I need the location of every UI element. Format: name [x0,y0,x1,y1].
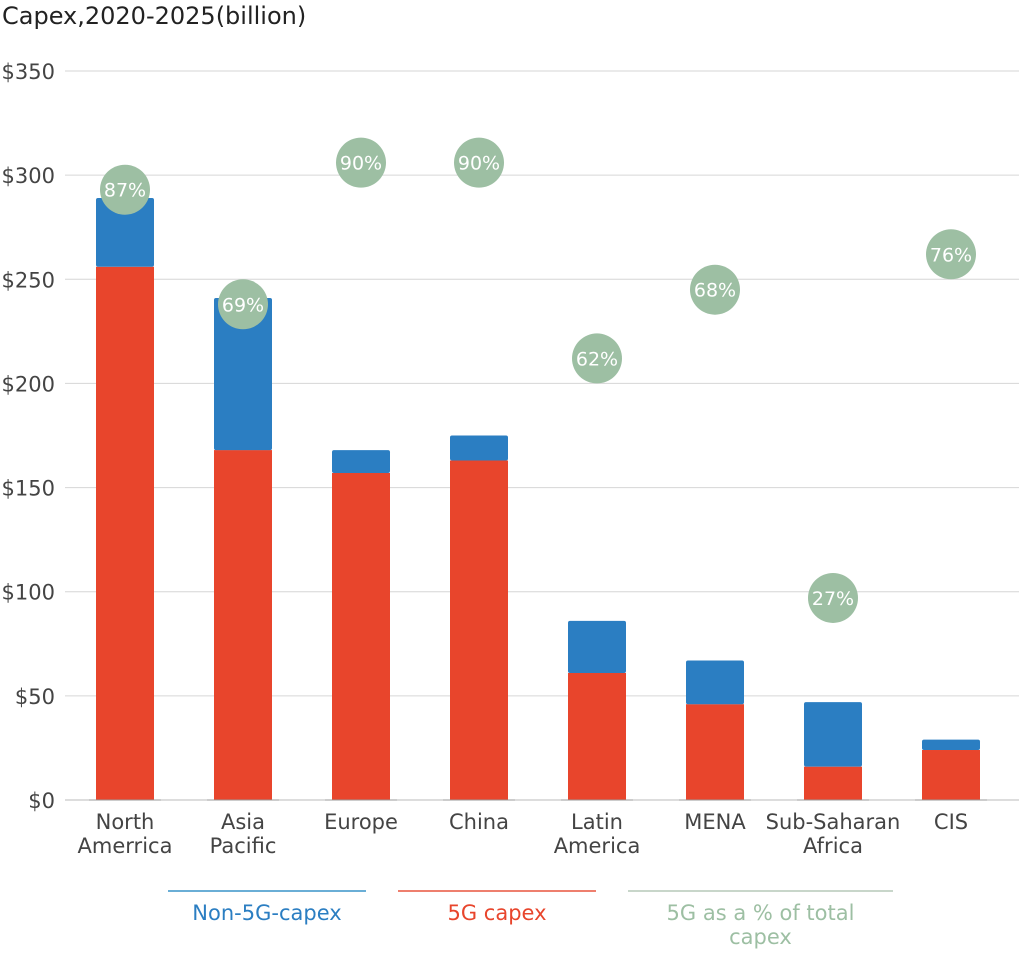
x-category-label: Europe [324,810,398,834]
x-category-label: Asia Pacific [210,810,277,858]
legend-non5g: Non-5G-capex [168,890,366,950]
bar-5g-capex [214,450,272,800]
bar-non5g-capex [332,450,390,473]
percent-label: 27% [812,588,854,610]
x-category-label: North Amerrica [78,810,173,858]
legend-5g-share-label-line2: capex [729,925,792,949]
x-category-label-line: Pacific [210,834,277,858]
percent-bubble [100,164,150,215]
x-category-label-line: America [554,834,641,858]
percent-label: 87% [104,180,146,202]
bar-chart: $0 $50 $100 $150 $200 $250 $300 $350 87% 69% 90% 9… [2,60,1019,858]
percent-label: 69% [222,294,264,316]
percent-bubble [572,333,622,384]
percent-bubble [926,229,976,280]
bar-5g-capex [568,672,626,800]
x-category-label-line: MENA [684,810,746,834]
x-category-label-line: Amerrica [78,834,173,858]
x-category-label-line: Europe [324,810,398,834]
bar-5g-capex [686,704,744,800]
x-category-label: MENA [684,810,746,834]
legend-5g-line [398,890,596,892]
x-axis-tick-labels: North Amerrica Asia Pacific Europe China Latin… [78,810,969,858]
bar-5g-capex [332,472,390,800]
y-tick-label: $50 [15,685,55,709]
bar-non5g-capex [686,660,744,705]
percent-label: 90% [340,153,382,175]
legend-5g-share: 5G as a % of total capex [628,890,893,950]
legend-5g-share-label-line1: 5G as a % of total [666,901,855,925]
bar-5g-capex [922,750,980,800]
bar-5g-capex [450,460,508,800]
x-category-label: Sub-Saharan Africa [766,810,901,858]
y-axis-tick-labels: $0 $50 $100 $150 $200 $250 $300 $350 [2,60,55,813]
legend-non5g-line [168,890,366,892]
percent-bubble [454,137,504,188]
x-category-label: Latin America [554,810,641,858]
y-tick-label: $300 [2,164,55,188]
x-category-label-line: China [449,810,509,834]
legend-non5g-label: Non-5G-capex [192,901,342,925]
gridlines [65,70,1019,801]
percent-bubble [808,572,858,623]
bars [89,198,987,801]
bar-non5g-capex [450,435,508,461]
bar-non5g-capex [922,739,980,751]
bar-non5g-capex [568,620,626,673]
x-category-label-line: Africa [803,834,863,858]
percent-bubble [690,264,740,315]
percent-label: 90% [458,153,500,175]
x-category-label: CIS [934,810,968,834]
percent-bubble [218,279,268,330]
y-tick-label: $0 [28,789,55,813]
bar-non5g-capex [214,298,272,451]
chart-title: Capex,2020-2025(billion) [2,2,307,30]
bar-non5g-capex [804,702,862,767]
y-tick-label: $350 [2,60,55,84]
percent-label: 76% [930,244,972,266]
y-tick-label: $150 [2,477,55,501]
legend-5g-label: 5G capex [447,901,547,925]
percent-label: 68% [694,280,736,302]
y-tick-label: $100 [2,581,55,605]
x-category-label-line: CIS [934,810,968,834]
percent-label: 62% [576,348,618,370]
bar-non5g-capex [96,198,154,267]
x-category-label-line: Asia [221,810,265,834]
x-category-label-line: Latin [571,810,623,834]
y-tick-label: $250 [2,268,55,292]
bar-5g-capex [804,766,862,800]
x-category-label-line: Sub-Saharan [766,810,901,834]
x-category-label: China [449,810,509,834]
percent-bubble [336,137,386,188]
x-category-label-line: North [96,810,155,834]
percent-bubbles: 87% 69% 90% 90% 62% 68% 27% 76% [100,137,976,623]
legend-5g: 5G capex [398,890,596,950]
y-tick-label: $200 [2,372,55,396]
legend-5g-share-line [628,890,893,892]
bar-5g-capex [96,266,154,800]
